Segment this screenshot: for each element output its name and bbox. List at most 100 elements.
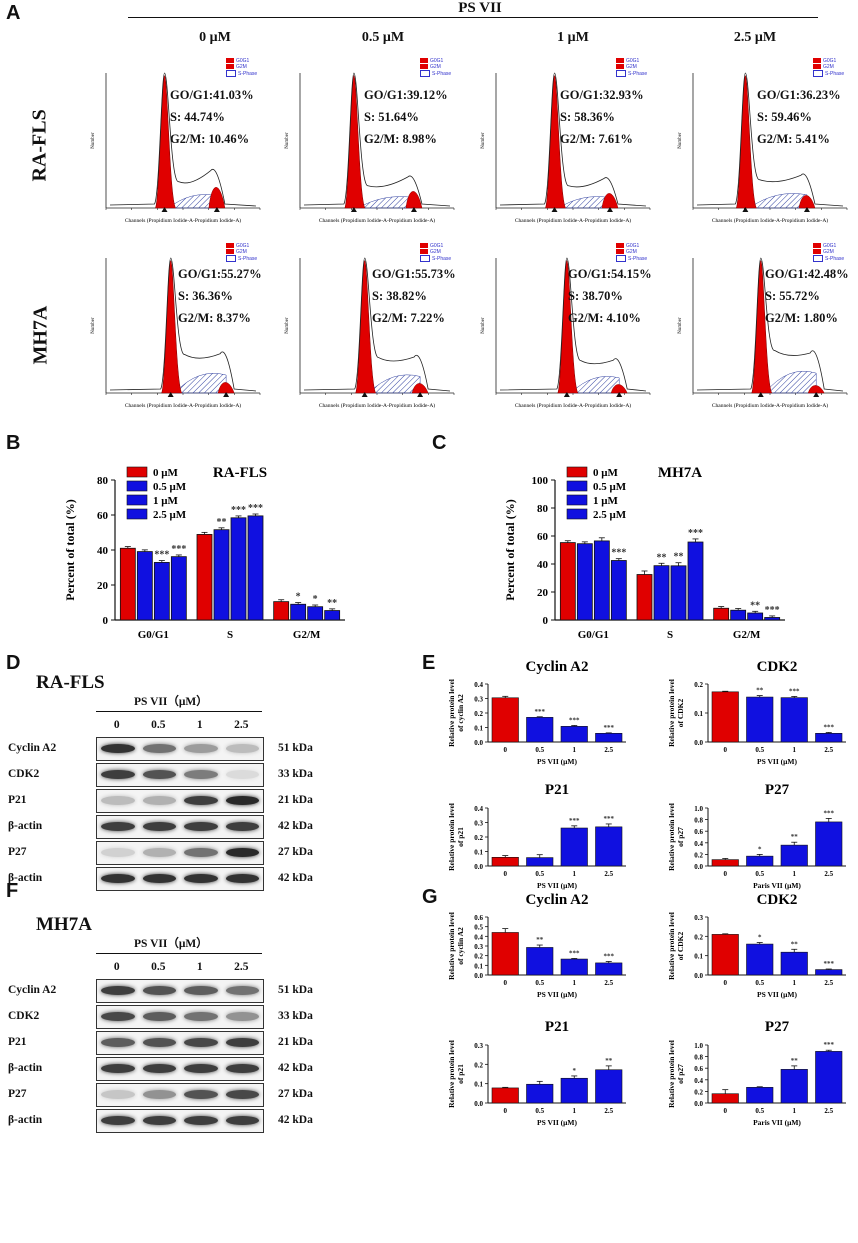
significance-mark: *** [171, 544, 186, 555]
legend-swatch [226, 243, 234, 249]
y-tick-label: 0.1 [474, 1081, 483, 1089]
legend-text: G0G1 [430, 243, 444, 249]
y-tick-label: 0.1 [474, 725, 483, 733]
chart-title: P21 [545, 1019, 569, 1035]
g1-marker [167, 392, 174, 397]
x-axis-label: PS VII (μM) [537, 881, 577, 890]
blot-strip-β-actin [96, 867, 264, 891]
legend-item: G0G1 [813, 243, 844, 249]
protein-band [225, 1116, 259, 1125]
legend-item: G0G1 [420, 243, 451, 249]
dose-label-2: 1 μM [557, 30, 589, 45]
legend-swatch [616, 70, 626, 77]
protein-band [225, 986, 259, 995]
legend-label: 1 μM [593, 495, 618, 507]
bar-0 [491, 932, 519, 976]
phase-stats: GO/G1:36.23% S: 59.46% G2/M: 5.41% [757, 84, 841, 150]
protein-label: Cyclin A2 [8, 984, 57, 996]
histogram-svg: Channels (Propidium Iodide-A-Propidium I… [481, 72, 651, 224]
stat-g0g1: GO/G1:39.12% [364, 88, 448, 102]
legend-text: S-Phase [432, 70, 452, 77]
x-tick-label: 1 [793, 979, 797, 987]
bar-2.5 [595, 826, 623, 867]
s-phase-area [356, 196, 415, 209]
significance-mark: * [758, 845, 762, 853]
phase-stats: GO/G1:54.15% S: 38.70% G2/M: 4.10% [568, 263, 652, 329]
significance-mark: *** [535, 708, 546, 716]
g2-marker [213, 207, 220, 212]
legend-label: 2.5 μM [593, 509, 627, 521]
significance-mark: *** [824, 809, 835, 817]
y-tick-label: 0.0 [474, 739, 483, 747]
small-chart-E-CDK2: CDK2 0.0 0.1 0.2 Relative protein level of CD… [667, 659, 846, 766]
protein-label: P21 [8, 794, 27, 806]
y-tick-label: 40 [97, 545, 109, 557]
legend-swatch [616, 64, 624, 70]
bar-0 [711, 859, 739, 867]
bar-0.5M-G2/M [730, 609, 747, 621]
significance-mark: *** [604, 815, 615, 823]
significance-mark: *** [688, 528, 703, 539]
kda-label: 27 kDa [278, 846, 313, 858]
bar-2.5 [815, 969, 843, 976]
protein-band [142, 1038, 176, 1047]
x-tick-label: 1 [793, 870, 797, 878]
legend-swatch [616, 243, 624, 249]
legend-text: G2M [823, 64, 834, 70]
y-axis-label: Number [285, 317, 290, 334]
bar-0 [491, 857, 519, 867]
histogram-outline [303, 257, 451, 392]
y-axis-label: Number [481, 132, 486, 149]
protein-label: P27 [8, 1088, 27, 1100]
chart-title: CDK2 [757, 659, 798, 675]
bar-1M-S [670, 565, 687, 621]
g1-marker [563, 392, 570, 397]
x-tick-label: 0 [724, 870, 728, 878]
legend-item: S-Phase [616, 255, 647, 262]
g1-peak [161, 260, 183, 394]
blot-strip-CDK2 [96, 763, 264, 787]
flow-treatment-title: PS VII [458, 0, 502, 16]
stat-g2m: G2/M: 5.41% [757, 132, 830, 146]
significance-mark: *** [604, 952, 615, 960]
y-tick-label: 0.4 [694, 840, 703, 848]
protein-band [225, 796, 259, 805]
legend-item: G2M [226, 249, 257, 255]
y-tick-label: 60 [537, 531, 549, 543]
flow-histogram-mh7a-2: Channels (Propidium Iodide-A-Propidium I… [478, 243, 656, 413]
legend-text: G2M [236, 249, 247, 255]
protein-band [142, 796, 176, 805]
western-treatment-label: PS VII（μM） [134, 696, 208, 708]
legend-item: G2M [226, 64, 257, 70]
bar-1 [780, 697, 808, 743]
y-tick-label: 0.3 [694, 914, 703, 922]
bar-2.5M-G0/G1 [170, 556, 187, 621]
flow-histogram-ra-fls-1: Channels (Propidium Iodide-A-Propidium I… [282, 58, 460, 228]
legend-text: S-Phase [432, 255, 452, 262]
kda-label: 51 kDa [278, 984, 313, 996]
x-tick-label: 0.5 [535, 870, 544, 878]
y-axis-label-line1: Relative protein level [447, 803, 456, 871]
x-tick-label: 1 [793, 746, 797, 754]
bar-2.5 [595, 962, 623, 976]
treatment-bracket [96, 953, 262, 954]
legend-swatch [126, 466, 148, 478]
lane-label: 1 [196, 961, 203, 973]
x-axis-label: Channels (Propidium Iodide-A-Propidium I… [515, 402, 631, 409]
y-tick-label: 0.4 [474, 805, 483, 813]
g2-marker [417, 392, 424, 397]
y-tick-label: 0.0 [694, 863, 703, 871]
x-axis-label: Paris VII (μM) [753, 1118, 801, 1127]
protein-band [101, 1064, 135, 1073]
legend-item: G0G1 [616, 58, 647, 64]
blot-strip-β-actin [96, 1057, 264, 1081]
y-tick-label: 0.6 [474, 914, 483, 922]
bar-2.5M-G2/M [764, 617, 781, 621]
significance-mark: *** [569, 949, 580, 957]
stat-s: S: 44.74% [170, 110, 225, 124]
y-tick-label: 0.1 [474, 849, 483, 857]
y-axis-label-line2: of CDK2 [676, 931, 685, 960]
legend-swatch [616, 58, 624, 64]
y-tick-label: 0.5 [474, 924, 483, 932]
protein-band [142, 744, 176, 753]
